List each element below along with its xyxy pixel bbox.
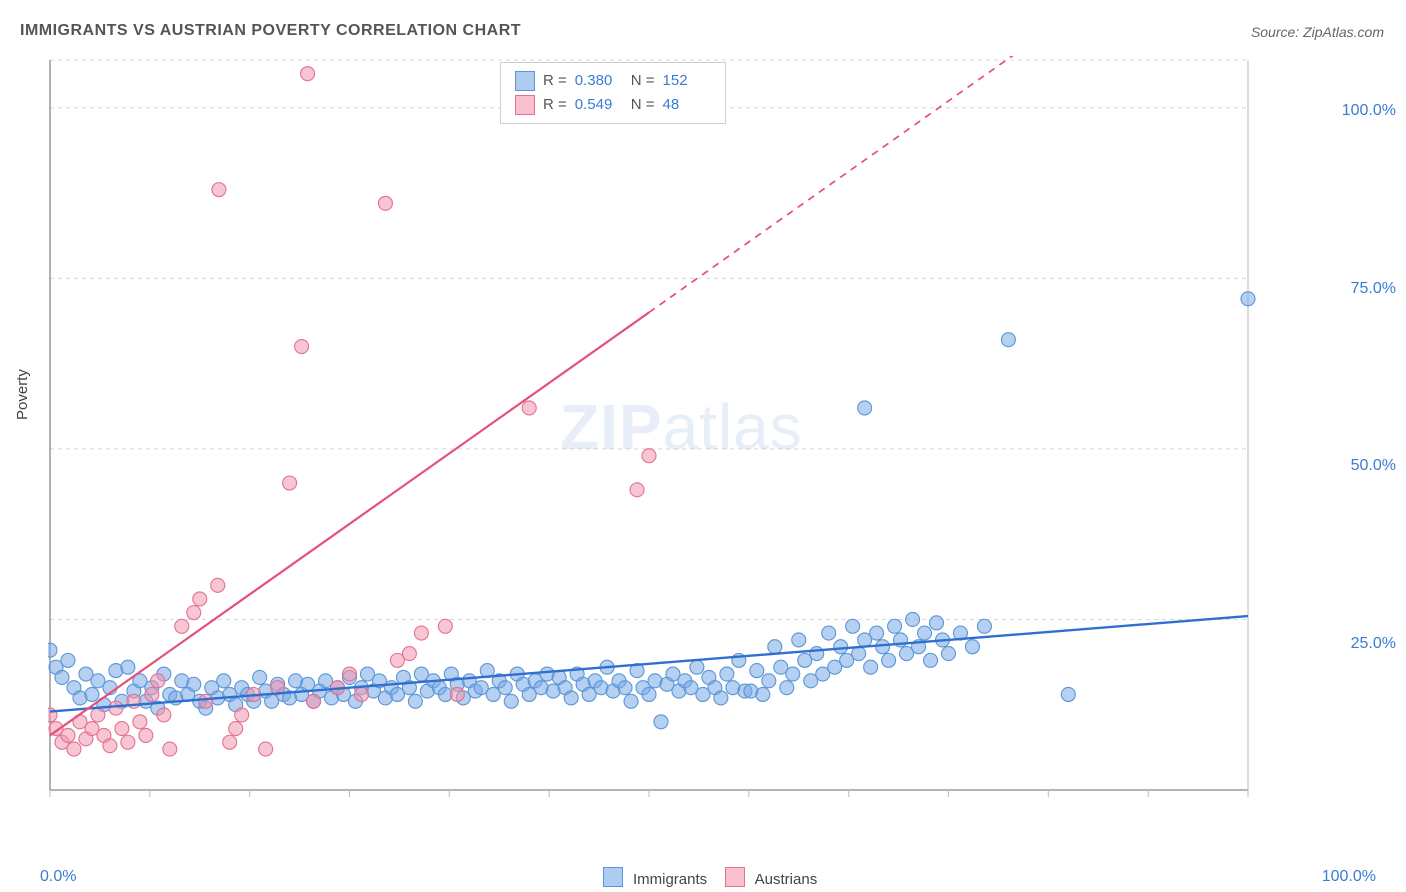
r-label: R = (543, 69, 567, 93)
y-tick-100: 100.0% (1342, 102, 1396, 120)
r-value-immigrants: 0.380 (575, 69, 623, 93)
swatch-austrians (515, 95, 535, 115)
r-label: R = (543, 93, 567, 117)
x-tick-100: 100.0% (1322, 868, 1376, 886)
swatch-austrians (725, 867, 745, 887)
series-legend: Immigrants Austrians (0, 867, 1406, 888)
legend-label-immigrants: Immigrants (633, 871, 707, 888)
chart-title: IMMIGRANTS VS AUSTRIAN POVERTY CORRELATI… (20, 22, 521, 40)
swatch-immigrants (515, 71, 535, 91)
swatch-immigrants (603, 867, 623, 887)
source-credit: Source: ZipAtlas.com (1251, 24, 1384, 40)
n-label: N = (631, 69, 655, 93)
n-value-immigrants: 152 (663, 69, 711, 93)
y-tick-75: 75.0% (1351, 280, 1396, 298)
n-value-austrians: 48 (663, 93, 711, 117)
y-tick-50: 50.0% (1351, 457, 1396, 475)
y-tick-25: 25.0% (1351, 635, 1396, 653)
correlation-legend: R = 0.380 N = 152 R = 0.549 N = 48 (500, 62, 726, 124)
x-tick-0: 0.0% (40, 868, 76, 886)
scatter-plot (48, 56, 1318, 816)
y-axis-label: Poverty (14, 369, 31, 420)
r-value-austrians: 0.549 (575, 93, 623, 117)
legend-label-austrians: Austrians (755, 871, 818, 888)
n-label: N = (631, 93, 655, 117)
legend-row-immigrants: R = 0.380 N = 152 (515, 69, 711, 93)
legend-row-austrians: R = 0.549 N = 48 (515, 93, 711, 117)
